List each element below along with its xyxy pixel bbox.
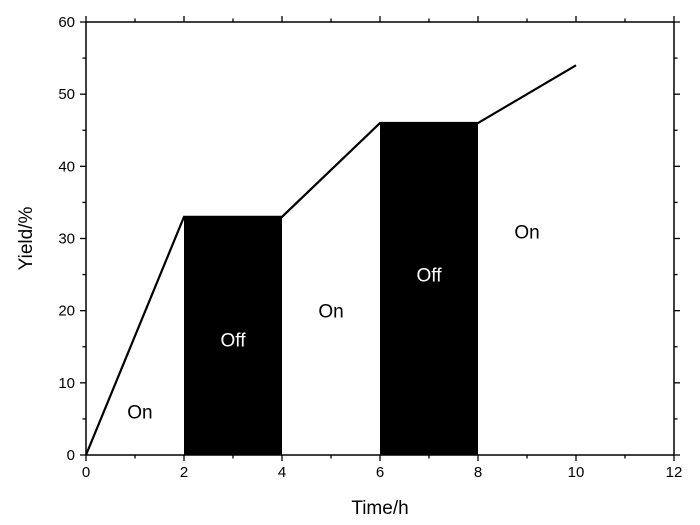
- yield-line: [84, 64, 577, 456]
- off-region-2: [380, 123, 478, 456]
- y-tick-label: 10: [58, 375, 75, 392]
- y-tick-label: 40: [58, 158, 75, 175]
- annotation-off-4: Off: [417, 266, 443, 287]
- y-axis-ticks: 0 10 20 30 40 50 60: [58, 14, 680, 464]
- off-region-1: [184, 216, 282, 455]
- annotation-off-2: Off: [221, 331, 247, 352]
- x-tick-label: 6: [376, 464, 384, 481]
- y-axis-title: Yield/%: [16, 207, 37, 271]
- x-axis-title: Time/h: [351, 498, 408, 519]
- x-tick-label: 4: [278, 464, 286, 481]
- y-tick-label: 50: [58, 86, 75, 103]
- annotation-on-3: On: [318, 302, 343, 323]
- annotation-on-5: On: [514, 222, 539, 243]
- y-tick-label: 0: [67, 447, 75, 464]
- series-layer: [84, 64, 577, 456]
- annotation-on-1: On: [127, 403, 152, 424]
- x-tick-label: 10: [568, 464, 585, 481]
- x-tick-label: 12: [666, 464, 683, 481]
- x-axis-ticks: 0 2 4 6 8 10 12: [82, 16, 683, 481]
- annotations: On Off On Off On: [127, 222, 539, 423]
- shaded-regions: [184, 123, 478, 456]
- y-tick-label: 20: [58, 303, 75, 320]
- x-tick-label: 8: [474, 464, 482, 481]
- y-tick-label: 60: [58, 14, 75, 31]
- x-tick-label: 2: [180, 464, 188, 481]
- y-tick-label: 30: [58, 231, 75, 248]
- x-tick-label: 0: [82, 464, 90, 481]
